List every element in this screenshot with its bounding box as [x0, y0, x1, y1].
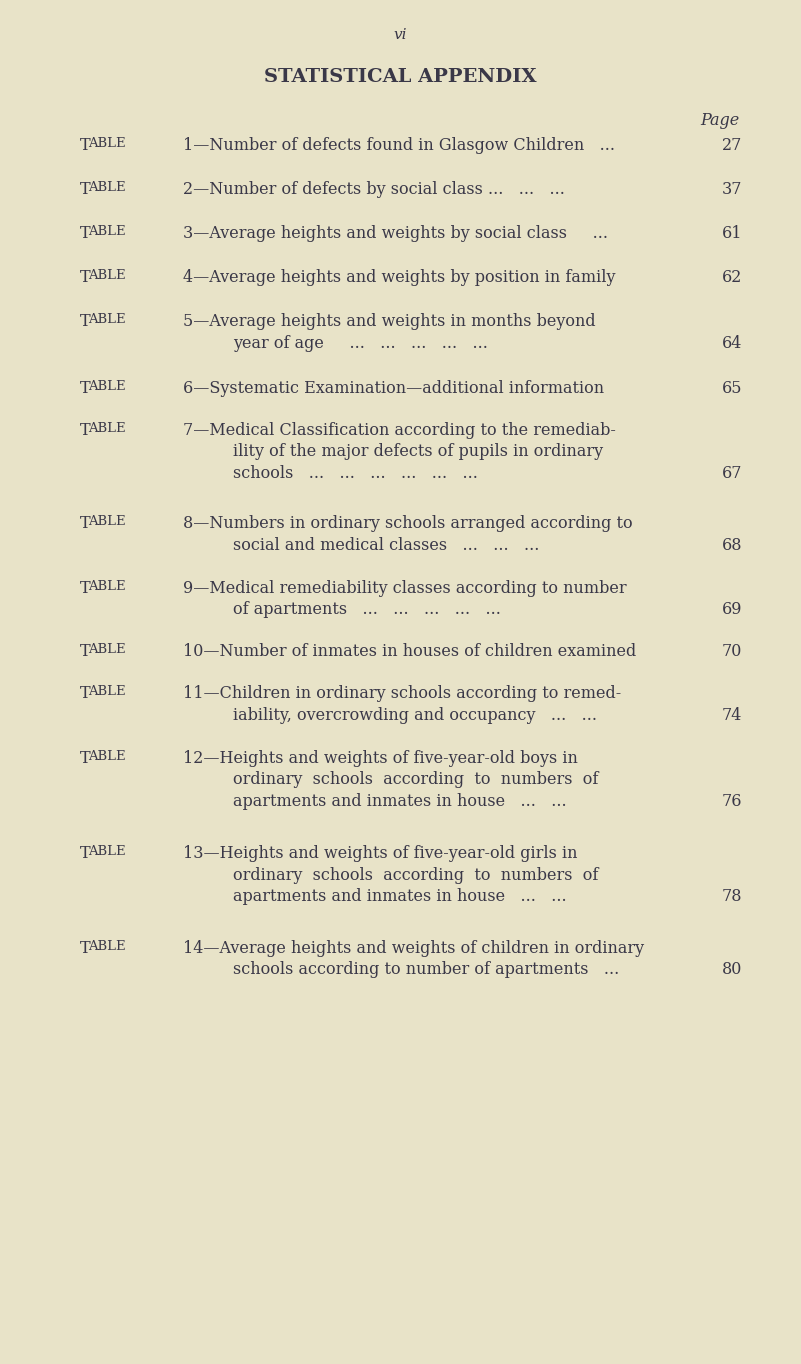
Text: T: T [80, 940, 91, 958]
Text: 78: 78 [722, 888, 742, 904]
Text: schools according to number of apartments   ...: schools according to number of apartment… [233, 962, 619, 978]
Text: T: T [80, 381, 91, 397]
Text: 5—Average heights and weights in months beyond: 5—Average heights and weights in months … [183, 312, 596, 330]
Text: 12—Heights and weights of five-year-old boys in: 12—Heights and weights of five-year-old … [183, 750, 578, 767]
Text: apartments and inmates in house   ...   ...: apartments and inmates in house ... ... [233, 792, 566, 810]
Text: schools   ...   ...   ...   ...   ...   ...: schools ... ... ... ... ... ... [233, 465, 478, 481]
Text: social and medical classes   ...   ...   ...: social and medical classes ... ... ... [233, 536, 539, 554]
Text: ABLE: ABLE [88, 940, 126, 953]
Text: T: T [80, 269, 91, 286]
Text: 61: 61 [722, 225, 742, 241]
Text: 80: 80 [722, 962, 742, 978]
Text: ABLE: ABLE [88, 580, 126, 593]
Text: 11—Children in ordinary schools according to remed-: 11—Children in ordinary schools accordin… [183, 685, 622, 702]
Text: apartments and inmates in house   ...   ...: apartments and inmates in house ... ... [233, 888, 566, 904]
Text: T: T [80, 516, 91, 532]
Text: ABLE: ABLE [88, 421, 126, 435]
Text: 4—Average heights and weights by position in family: 4—Average heights and weights by positio… [183, 269, 615, 286]
Text: ABLE: ABLE [88, 136, 126, 150]
Text: 13—Heights and weights of five-year-old girls in: 13—Heights and weights of five-year-old … [183, 846, 578, 862]
Text: ABLE: ABLE [88, 685, 126, 698]
Text: T: T [80, 225, 91, 241]
Text: T: T [80, 750, 91, 767]
Text: Page: Page [701, 112, 740, 130]
Text: 69: 69 [722, 602, 742, 618]
Text: 70: 70 [722, 642, 742, 660]
Text: 67: 67 [722, 465, 742, 481]
Text: ABLE: ABLE [88, 225, 126, 237]
Text: 10—Number of inmates in houses of children examined: 10—Number of inmates in houses of childr… [183, 642, 636, 660]
Text: STATISTICAL APPENDIX: STATISTICAL APPENDIX [264, 68, 537, 86]
Text: 1—Number of defects found in Glasgow Children   ...: 1—Number of defects found in Glasgow Chi… [183, 136, 615, 154]
Text: 9—Medical remediability classes according to number: 9—Medical remediability classes accordin… [183, 580, 626, 597]
Text: 8—Numbers in ordinary schools arranged according to: 8—Numbers in ordinary schools arranged a… [183, 516, 633, 532]
Text: ABLE: ABLE [88, 516, 126, 528]
Text: 6—Systematic Examination—additional information: 6—Systematic Examination—additional info… [183, 381, 604, 397]
Text: ABLE: ABLE [88, 269, 126, 282]
Text: T: T [80, 312, 91, 330]
Text: T: T [80, 846, 91, 862]
Text: 64: 64 [722, 334, 742, 352]
Text: of apartments   ...   ...   ...   ...   ...: of apartments ... ... ... ... ... [233, 602, 501, 618]
Text: T: T [80, 580, 91, 597]
Text: ABLE: ABLE [88, 181, 126, 194]
Text: ABLE: ABLE [88, 750, 126, 762]
Text: T: T [80, 136, 91, 154]
Text: ABLE: ABLE [88, 846, 126, 858]
Text: ABLE: ABLE [88, 381, 126, 393]
Text: 68: 68 [722, 536, 742, 554]
Text: T: T [80, 642, 91, 660]
Text: 37: 37 [722, 181, 742, 198]
Text: vi: vi [394, 29, 407, 42]
Text: ABLE: ABLE [88, 642, 126, 656]
Text: 2—Number of defects by social class ...   ...   ...: 2—Number of defects by social class ... … [183, 181, 565, 198]
Text: T: T [80, 181, 91, 198]
Text: 7—Medical Classification according to the remediab-: 7—Medical Classification according to th… [183, 421, 616, 439]
Text: 62: 62 [722, 269, 742, 286]
Text: iability, overcrowding and occupancy   ...   ...: iability, overcrowding and occupancy ...… [233, 707, 597, 723]
Text: ility of the major defects of pupils in ordinary: ility of the major defects of pupils in … [233, 443, 603, 461]
Text: 65: 65 [722, 381, 742, 397]
Text: 3—Average heights and weights by social class     ...: 3—Average heights and weights by social … [183, 225, 608, 241]
Text: 14—Average heights and weights of children in ordinary: 14—Average heights and weights of childr… [183, 940, 644, 958]
Text: T: T [80, 685, 91, 702]
Text: ABLE: ABLE [88, 312, 126, 326]
Text: 74: 74 [722, 707, 742, 723]
Text: ordinary  schools  according  to  numbers  of: ordinary schools according to numbers of [233, 772, 598, 788]
Text: T: T [80, 421, 91, 439]
Text: ordinary  schools  according  to  numbers  of: ordinary schools according to numbers of [233, 866, 598, 884]
Text: 27: 27 [722, 136, 742, 154]
Text: year of age     ...   ...   ...   ...   ...: year of age ... ... ... ... ... [233, 334, 488, 352]
Text: 76: 76 [722, 792, 742, 810]
